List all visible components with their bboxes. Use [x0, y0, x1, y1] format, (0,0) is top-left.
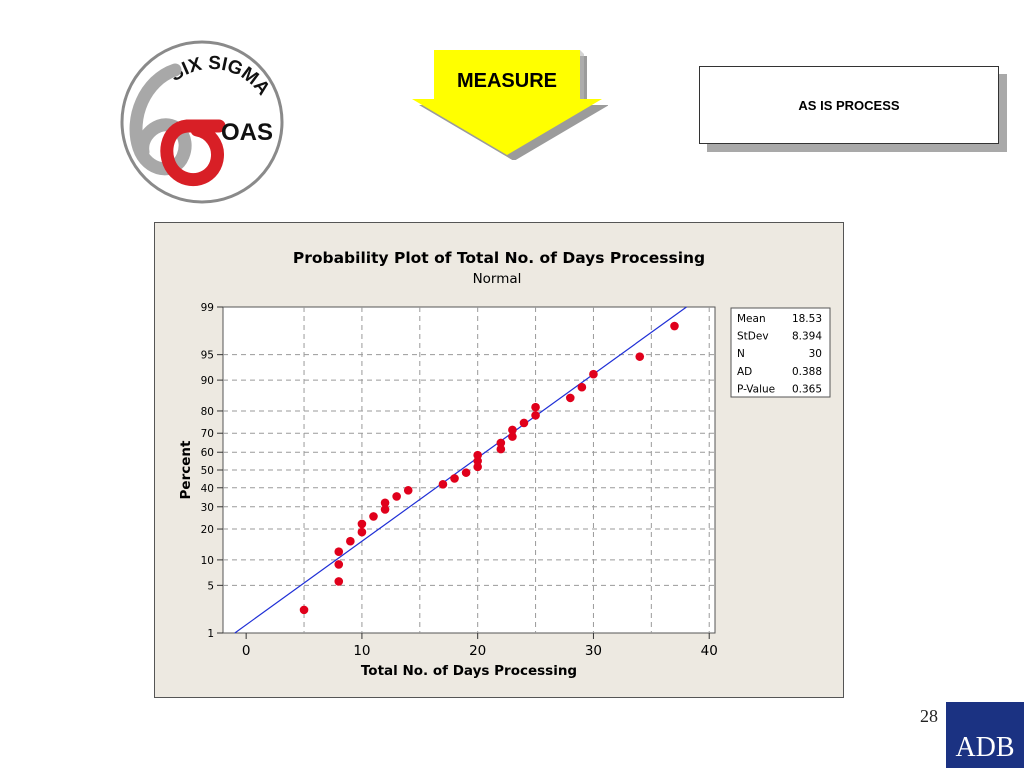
data-point — [635, 352, 645, 361]
stats-box — [730, 307, 831, 398]
data-point — [670, 321, 679, 331]
data-point — [450, 474, 459, 483]
data-point — [519, 418, 529, 428]
adb-logo-text: ADB — [955, 732, 1015, 763]
chart-subtitle: Normal — [473, 271, 522, 287]
data-point — [473, 456, 482, 466]
y-tick-label: 95 — [201, 350, 214, 362]
x-tick-label: 40 — [701, 643, 718, 659]
data-point — [403, 486, 413, 495]
adb-logo: ADB — [946, 702, 1024, 768]
probability-plot: Probability Plot of Total No. of Days Pr… — [178, 249, 831, 679]
y-tick-label: 5 — [207, 580, 214, 592]
y-tick-label: 20 — [201, 524, 214, 536]
y-axis-ticks: 1 5 10 20 30 40 50 60 70 80 90 95 99 — [201, 302, 223, 640]
x-tick-label: 30 — [585, 643, 602, 659]
stats-label: P-Value — [737, 383, 775, 395]
x-tick-label: 0 — [242, 643, 251, 659]
six-sigma-oas-logo: SIX SIGMA OAS — [120, 40, 284, 204]
chart-panel: Probability Plot of Total No. of Days Pr… — [154, 222, 844, 698]
data-point — [531, 402, 540, 412]
data-point — [589, 369, 598, 379]
y-tick-label: 80 — [201, 406, 214, 418]
data-point — [380, 498, 390, 508]
grid-lines — [223, 307, 715, 633]
data-point — [392, 492, 401, 501]
stats-value: 30 — [809, 348, 822, 360]
data-point — [369, 512, 378, 521]
x-axis-ticks: 0 10 20 30 40 — [242, 633, 718, 659]
data-point — [577, 382, 587, 392]
data-point — [473, 450, 482, 460]
x-tick-label: 10 — [353, 643, 370, 659]
stats-label: AD — [737, 366, 752, 378]
data-point — [531, 411, 540, 420]
y-tick-label: 90 — [201, 375, 214, 387]
data-point — [496, 438, 506, 448]
data-point — [334, 547, 344, 557]
data-point — [508, 432, 517, 441]
stats-label: Mean — [737, 313, 766, 325]
data-point — [461, 468, 471, 477]
y-tick-label: 70 — [201, 428, 214, 440]
fit-line — [234, 306, 687, 634]
x-tick-label: 20 — [469, 643, 486, 659]
logo-side-text: OAS — [221, 119, 273, 146]
process-box: AS IS PROCESS — [699, 66, 999, 144]
y-tick-label: 40 — [201, 483, 214, 495]
measure-arrow — [412, 50, 608, 160]
y-tick-label: 60 — [201, 447, 214, 459]
data-point — [357, 527, 367, 537]
six-sigma-symbol — [129, 63, 226, 187]
y-tick-label: 1 — [207, 628, 214, 640]
data-point — [565, 393, 575, 403]
data-point — [508, 425, 517, 435]
stats-label: StDev — [737, 331, 769, 343]
data-point — [334, 577, 344, 586]
stats-value: 0.365 — [792, 383, 822, 395]
process-label: AS IS PROCESS — [798, 97, 900, 113]
data-point — [496, 444, 506, 454]
measure-label: MEASURE — [456, 70, 557, 92]
data-point — [334, 560, 344, 569]
stats-label: N — [737, 348, 745, 360]
data-point — [299, 605, 309, 615]
stats-value: 0.388 — [792, 366, 822, 378]
y-tick-label: 30 — [201, 502, 214, 514]
data-point — [380, 505, 390, 514]
data-point — [357, 519, 367, 529]
stats-value: 8.394 — [792, 331, 822, 343]
data-point — [346, 536, 355, 546]
y-tick-label: 10 — [201, 555, 214, 567]
y-axis-label: Percent — [178, 440, 194, 499]
y-tick-label: 99 — [201, 302, 214, 314]
stats-table: Mean 18.53 StDev 8.394 N 30 AD 0.388 P-Value 0.36… — [737, 313, 822, 395]
stats-value: 18.53 — [792, 313, 822, 325]
x-axis-label: Total No. of Days Processing — [361, 663, 577, 679]
slide-number: 28 — [920, 706, 938, 726]
data-points — [299, 321, 679, 615]
y-tick-label: 50 — [201, 465, 214, 477]
chart-title: Probability Plot of Total No. of Days Pr… — [293, 249, 705, 267]
data-point — [438, 480, 448, 489]
